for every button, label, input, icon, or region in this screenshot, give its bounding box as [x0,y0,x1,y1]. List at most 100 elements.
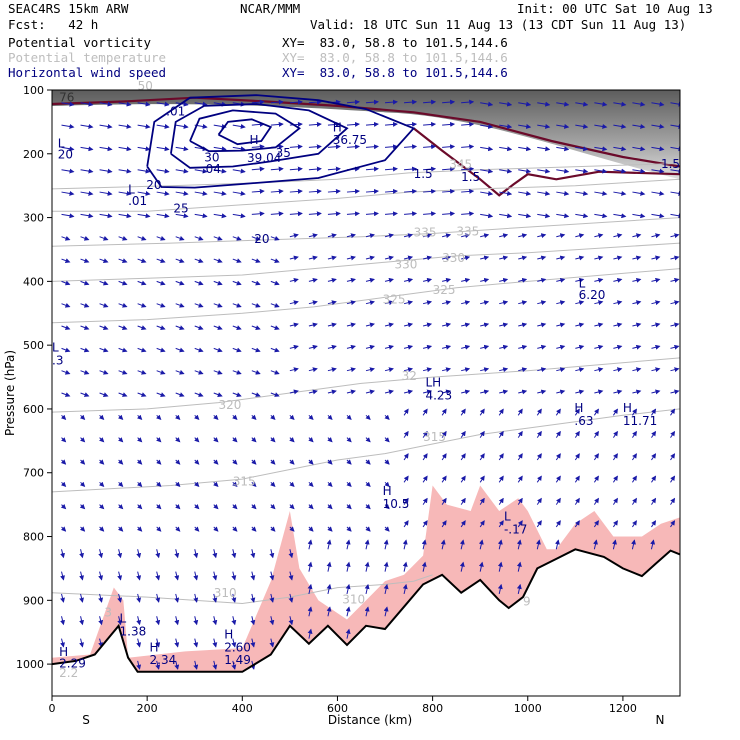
wind-vector [251,481,257,488]
wind-vector [251,504,257,510]
wind-vector [498,453,504,461]
wind-vector [421,539,427,550]
wind-vector [384,233,394,239]
wind-vector [98,481,105,488]
contour-annotation: 330 [442,251,465,265]
wind-vector [403,322,414,328]
y-tick-label: 1000 [16,658,44,671]
wind-vector [232,213,246,219]
wind-vector [632,146,646,152]
wind-vector [516,583,522,595]
wind-vector [651,520,657,528]
wind-vector [422,367,433,373]
wind-vector [193,571,199,581]
wind-vector [670,101,680,107]
forecast-hour: Fcst: 42 h [8,17,99,32]
wind-vector [118,190,132,196]
wind-vector [518,277,528,283]
wind-vector [384,300,394,306]
contour-annotation: L [52,341,59,355]
wind-vector [79,504,86,510]
contour-annotation: 330 [395,258,418,272]
wind-vector [118,526,124,532]
wind-vector [289,233,299,239]
wind-vector [326,606,332,617]
wind-vector [251,188,265,194]
wind-vector [156,526,162,532]
wind-vector [99,190,113,196]
wind-vector [137,213,151,219]
wind-vector [365,322,375,328]
wind-vector [137,414,143,421]
y-tick-label: 100 [23,84,44,97]
wind-vector [307,583,313,595]
wind-vector [156,258,166,263]
wind-vector [231,593,237,603]
contour-annotation: 2.2 [59,666,78,680]
wind-vector [442,188,456,194]
wind-vector [137,168,151,174]
wind-vector [364,583,370,595]
wind-vector [383,561,389,572]
wind-vector [193,549,199,559]
wind-vector [213,325,223,330]
wind-vector [156,302,166,308]
wind-vector [537,277,547,283]
wind-vector [403,344,414,350]
x-tick-label: 1200 [609,702,637,715]
wind-vector [61,235,71,241]
wind-vector [499,300,509,306]
wind-vector [480,300,490,306]
wind-vector [383,606,389,617]
wind-vector [499,101,513,107]
wind-vector [384,144,398,150]
wind-vector [99,258,109,263]
wind-vector [613,233,623,239]
wind-vector [461,211,475,217]
wind-vector [537,123,551,129]
wind-vector [194,526,200,532]
wind-vector [574,475,580,483]
wind-vector [478,561,484,572]
wind-vector [613,101,627,107]
wind-vector [365,389,375,395]
wind-vector [251,414,257,421]
contour-annotation: 4.23 [425,388,452,402]
wind-vector [632,300,642,306]
wind-vector [518,367,528,373]
wind-vector [365,367,375,373]
wind-vector [632,389,642,395]
wind-vector [231,549,237,559]
pv-shaded-region [52,485,680,672]
wind-speed-contour-30 [189,109,301,153]
wind-vector [461,322,471,328]
wind-vector [137,437,143,443]
wind-vector [346,459,352,465]
wind-vector [175,392,185,397]
wind-vector [423,99,437,105]
wind-vector [555,475,561,483]
wind-vector [118,146,132,152]
wind-vector [403,408,409,416]
wind-vector [289,166,303,172]
y-tick-label: 500 [23,339,44,352]
y-tick-label: 700 [23,467,44,480]
wind-vector [518,190,532,196]
wind-vector [60,459,67,465]
wind-vector [308,414,314,421]
wind-vector [250,638,256,648]
wind-vector [308,481,314,488]
wind-vector [60,549,65,559]
wind-vector [213,414,219,421]
wind-vector [670,475,676,483]
wind-vector [442,121,456,127]
wind-vector [326,539,332,550]
wind-vector [651,389,661,395]
wind-vector [213,481,219,488]
wind-vector [79,414,86,421]
wind-vector [118,325,128,330]
wind-vector [232,146,246,152]
wind-vector [251,99,265,105]
wind-vector [288,616,294,626]
wind-vector [61,190,75,196]
